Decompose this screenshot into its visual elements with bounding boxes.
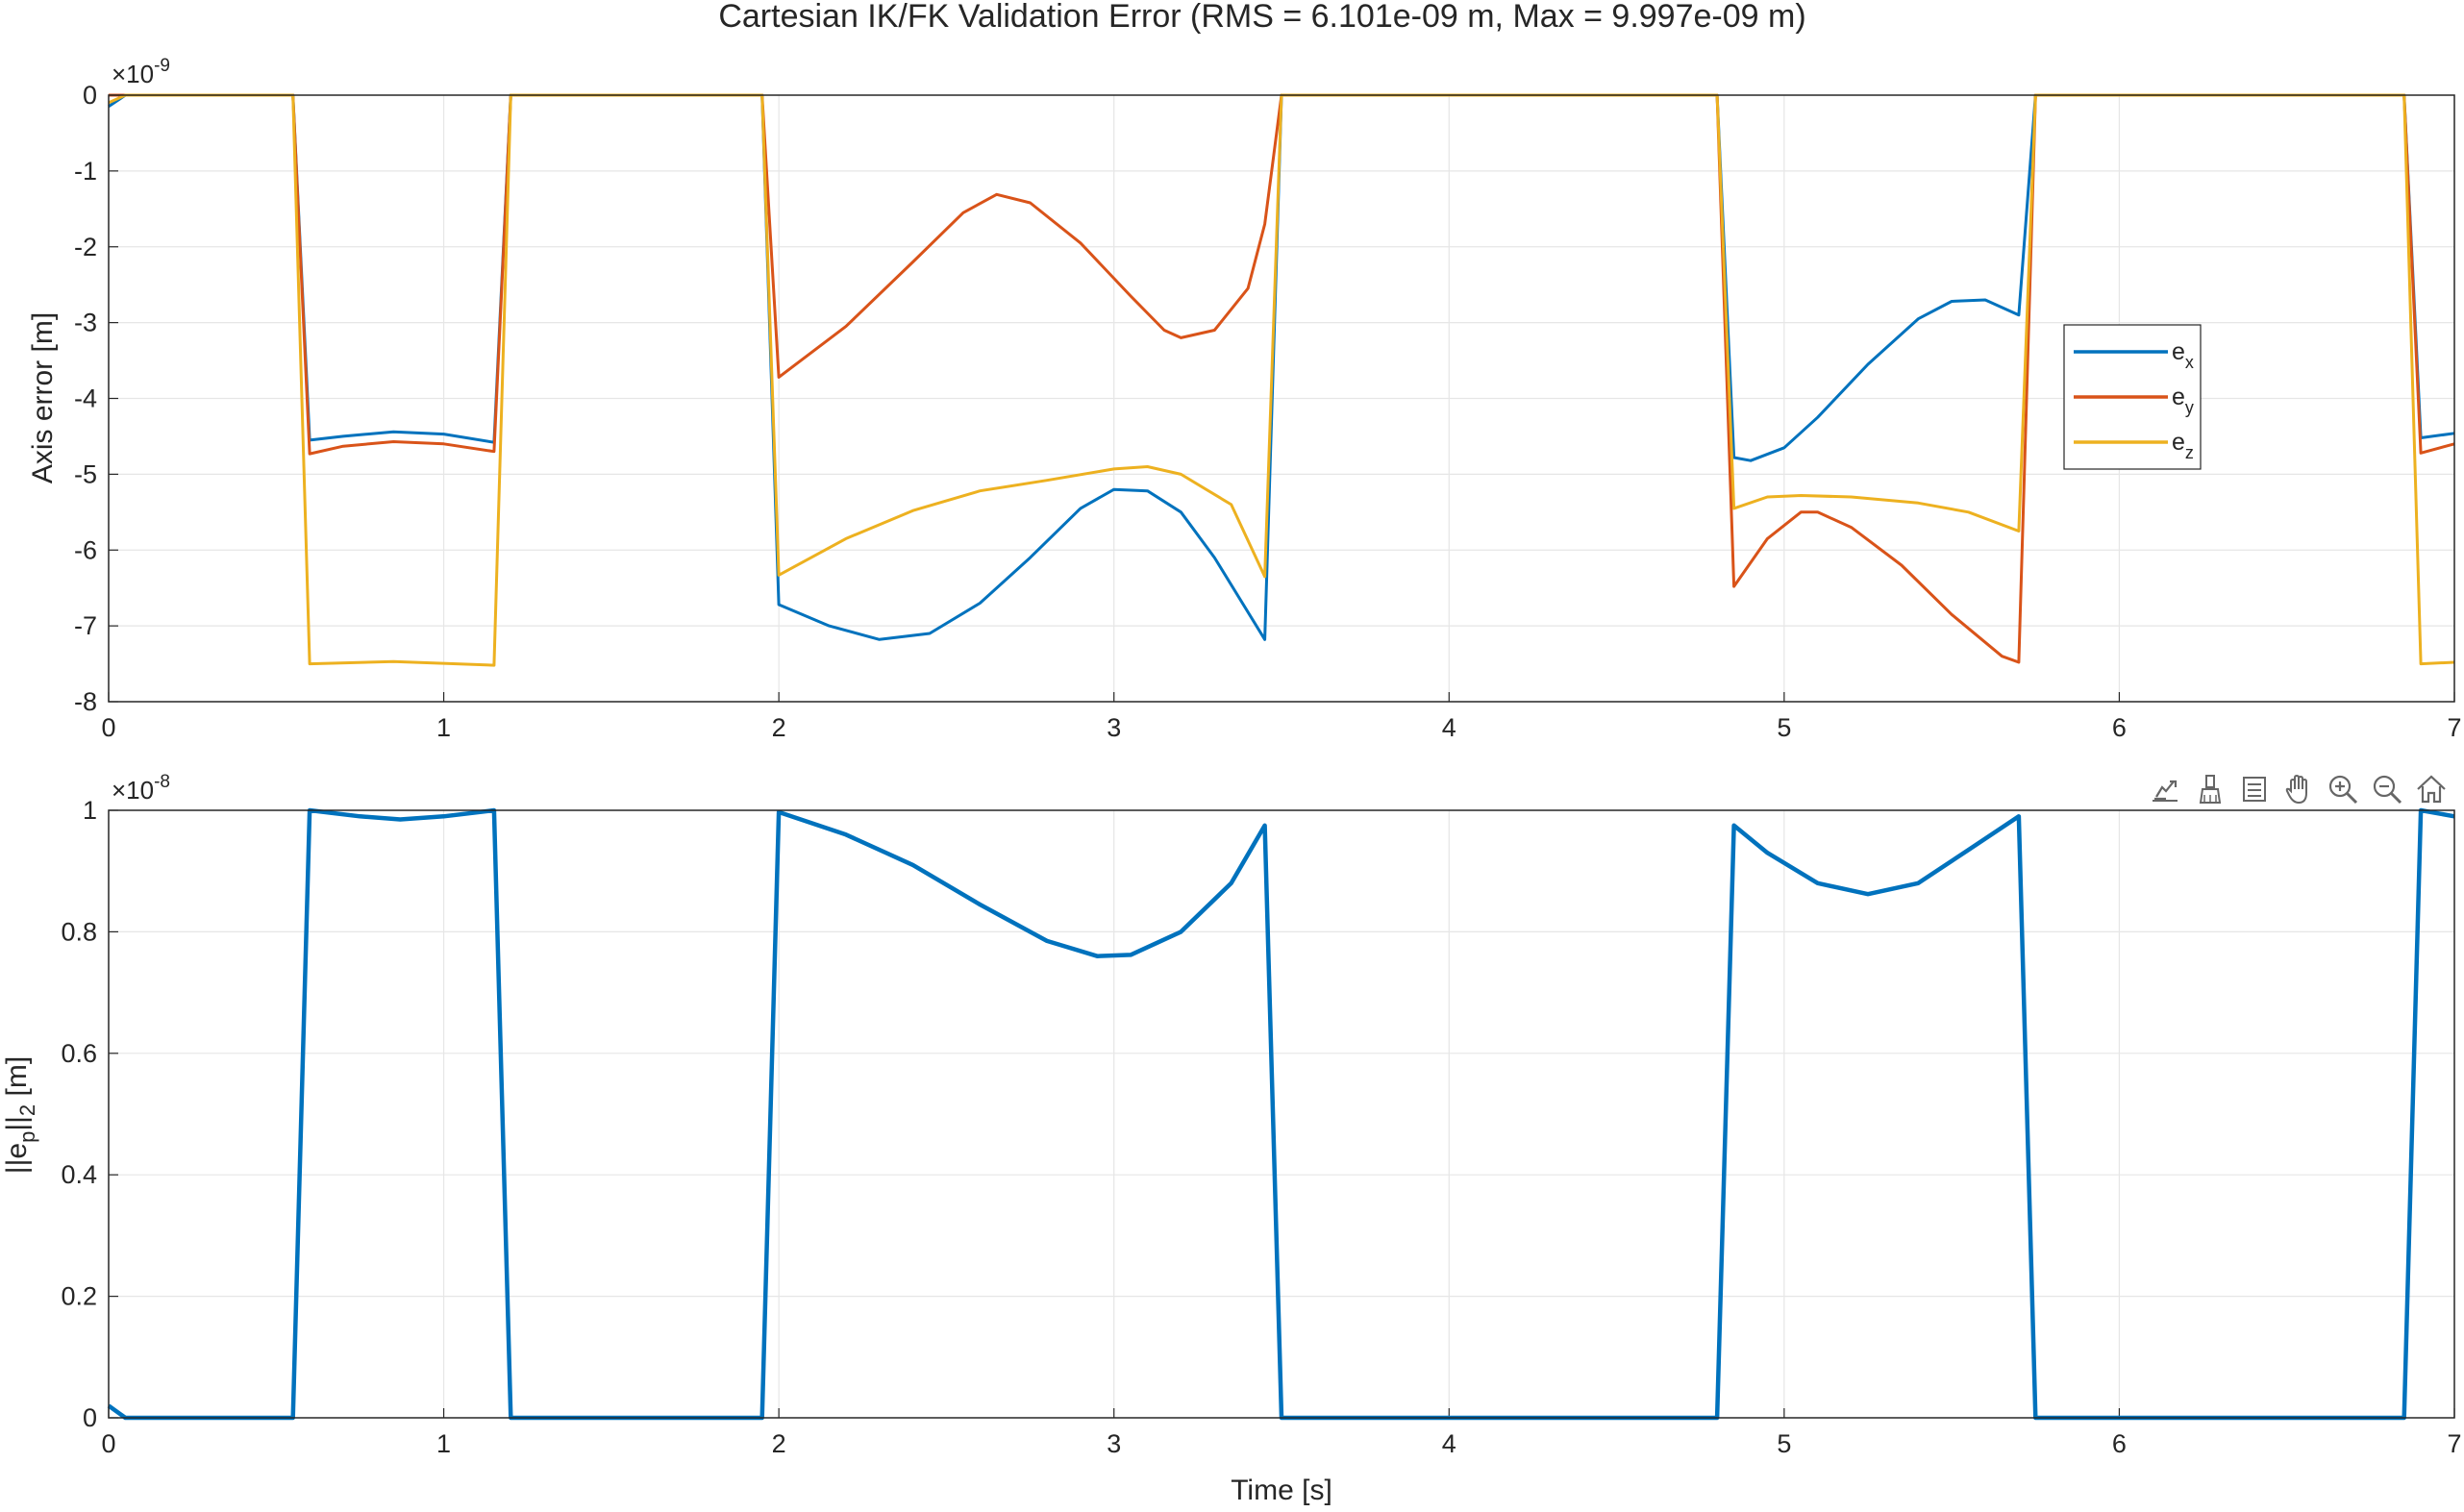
y-tick-label: -3 [74, 309, 97, 337]
x-tick-labels: 0 1 2 3 4 5 6 7 [101, 713, 2461, 742]
legend[interactable]: ex ey ez [2063, 324, 2202, 470]
zoom-out-button[interactable] [2367, 769, 2407, 809]
export-button[interactable] [2146, 769, 2186, 809]
y-tick-labels: 1 0.8 0.6 0.4 0.2 0 [61, 796, 97, 1432]
y-tick-label: 0 [83, 81, 97, 110]
x-tick-label: 0 [101, 1429, 115, 1458]
exponent-label: ×10-9 [112, 56, 170, 88]
pan-icon [2285, 774, 2307, 805]
axes-box [108, 809, 2455, 1419]
zoom-in-button[interactable] [2323, 769, 2363, 809]
series-line-ex [108, 93, 2455, 641]
x-tick-label: 2 [772, 1429, 786, 1458]
data-tips-icon [2243, 777, 2266, 802]
y-tick-label: -6 [74, 535, 97, 564]
exponent-label: ×10-8 [112, 772, 170, 805]
exponent-value: -9 [154, 56, 170, 76]
series-line-ex [107, 807, 2455, 1421]
home-icon [2417, 775, 2446, 804]
figure-title: Cartesian IK/FK Validation Error (RMS = … [718, 0, 1805, 35]
x-tick-labels: 0 1 2 3 4 5 6 7 [101, 1429, 2461, 1458]
x-tick-label: 1 [436, 713, 451, 742]
home-button[interactable] [2411, 769, 2452, 809]
y-tick-label: 0 [83, 1403, 97, 1432]
legend-label-ex: ex [2172, 338, 2194, 372]
legend-label-ez: ez [2172, 429, 2194, 462]
brush-icon [2199, 775, 2222, 804]
x-axis-label: Time [s] [1231, 1475, 1332, 1506]
axes-toolbar [2146, 769, 2459, 809]
plot-area [109, 810, 2454, 1418]
data-tips-button[interactable] [2234, 769, 2275, 809]
x-tick-label: 6 [2112, 713, 2127, 742]
y-tick-labels: 0 -1 -2 -3 -4 -5 -6 -7 -8 [74, 81, 97, 716]
axes-box [108, 94, 2455, 703]
exponent-value: -8 [154, 772, 170, 792]
x-tick-label: 4 [1442, 713, 1456, 742]
x-tick-label: 0 [101, 713, 115, 742]
y-tick-label: -4 [74, 384, 97, 413]
pan-button[interactable] [2278, 769, 2319, 809]
y-tick-label: 0.4 [61, 1160, 97, 1189]
x-tick-label: 7 [2447, 713, 2461, 742]
y-tick-label: 1 [83, 796, 97, 825]
x-tick-label: 1 [436, 1429, 451, 1458]
series-group [107, 807, 2455, 1421]
series-line-ez [108, 93, 2455, 667]
x-tick-label: 2 [772, 713, 786, 742]
y-tick-label: -5 [74, 459, 97, 488]
series-group [108, 93, 2455, 667]
zoom-out-icon [2373, 775, 2402, 805]
x-tick-label: 6 [2112, 1429, 2127, 1458]
y-axis-label: Axis error [m] [27, 312, 59, 483]
x-tick-label: 3 [1107, 1429, 1121, 1458]
axis-error-chart: 0 1 2 3 4 5 6 7 0 -1 -2 -3 -4 -5 -6 -7 -8 ×10-9 Axis er… [27, 56, 2462, 742]
x-tick-label: 7 [2447, 1429, 2461, 1458]
zoom-in-icon [2328, 775, 2358, 805]
y-tick-label: -1 [74, 157, 97, 186]
x-tick-label: 3 [1107, 713, 1121, 742]
export-icon [2153, 780, 2178, 802]
y-tick-label: -2 [74, 233, 97, 261]
series-line-ey [109, 93, 2455, 664]
norm-error-chart: 0 1 2 3 4 5 6 7 1 0.8 0.6 0.4 0.2 0 ×10-8 ||ep||2 [m… [1, 772, 2462, 1506]
x-tick-label: 5 [1777, 713, 1791, 742]
x-tick-label: 4 [1442, 1429, 1456, 1458]
y-tick-label: -8 [74, 687, 97, 716]
y-tick-label: -7 [74, 611, 97, 640]
y-tick-label: 0.2 [61, 1282, 97, 1311]
y-axis-label: ||ep||2 [m] [1, 1056, 39, 1174]
x-tick-label: 5 [1777, 1429, 1791, 1458]
y-tick-label: 0.6 [61, 1039, 97, 1068]
brush-button[interactable] [2190, 769, 2230, 809]
y-tick-label: 0.8 [61, 917, 97, 946]
grid-lines [108, 809, 2455, 1419]
legend-label-ey: ey [2172, 384, 2194, 417]
